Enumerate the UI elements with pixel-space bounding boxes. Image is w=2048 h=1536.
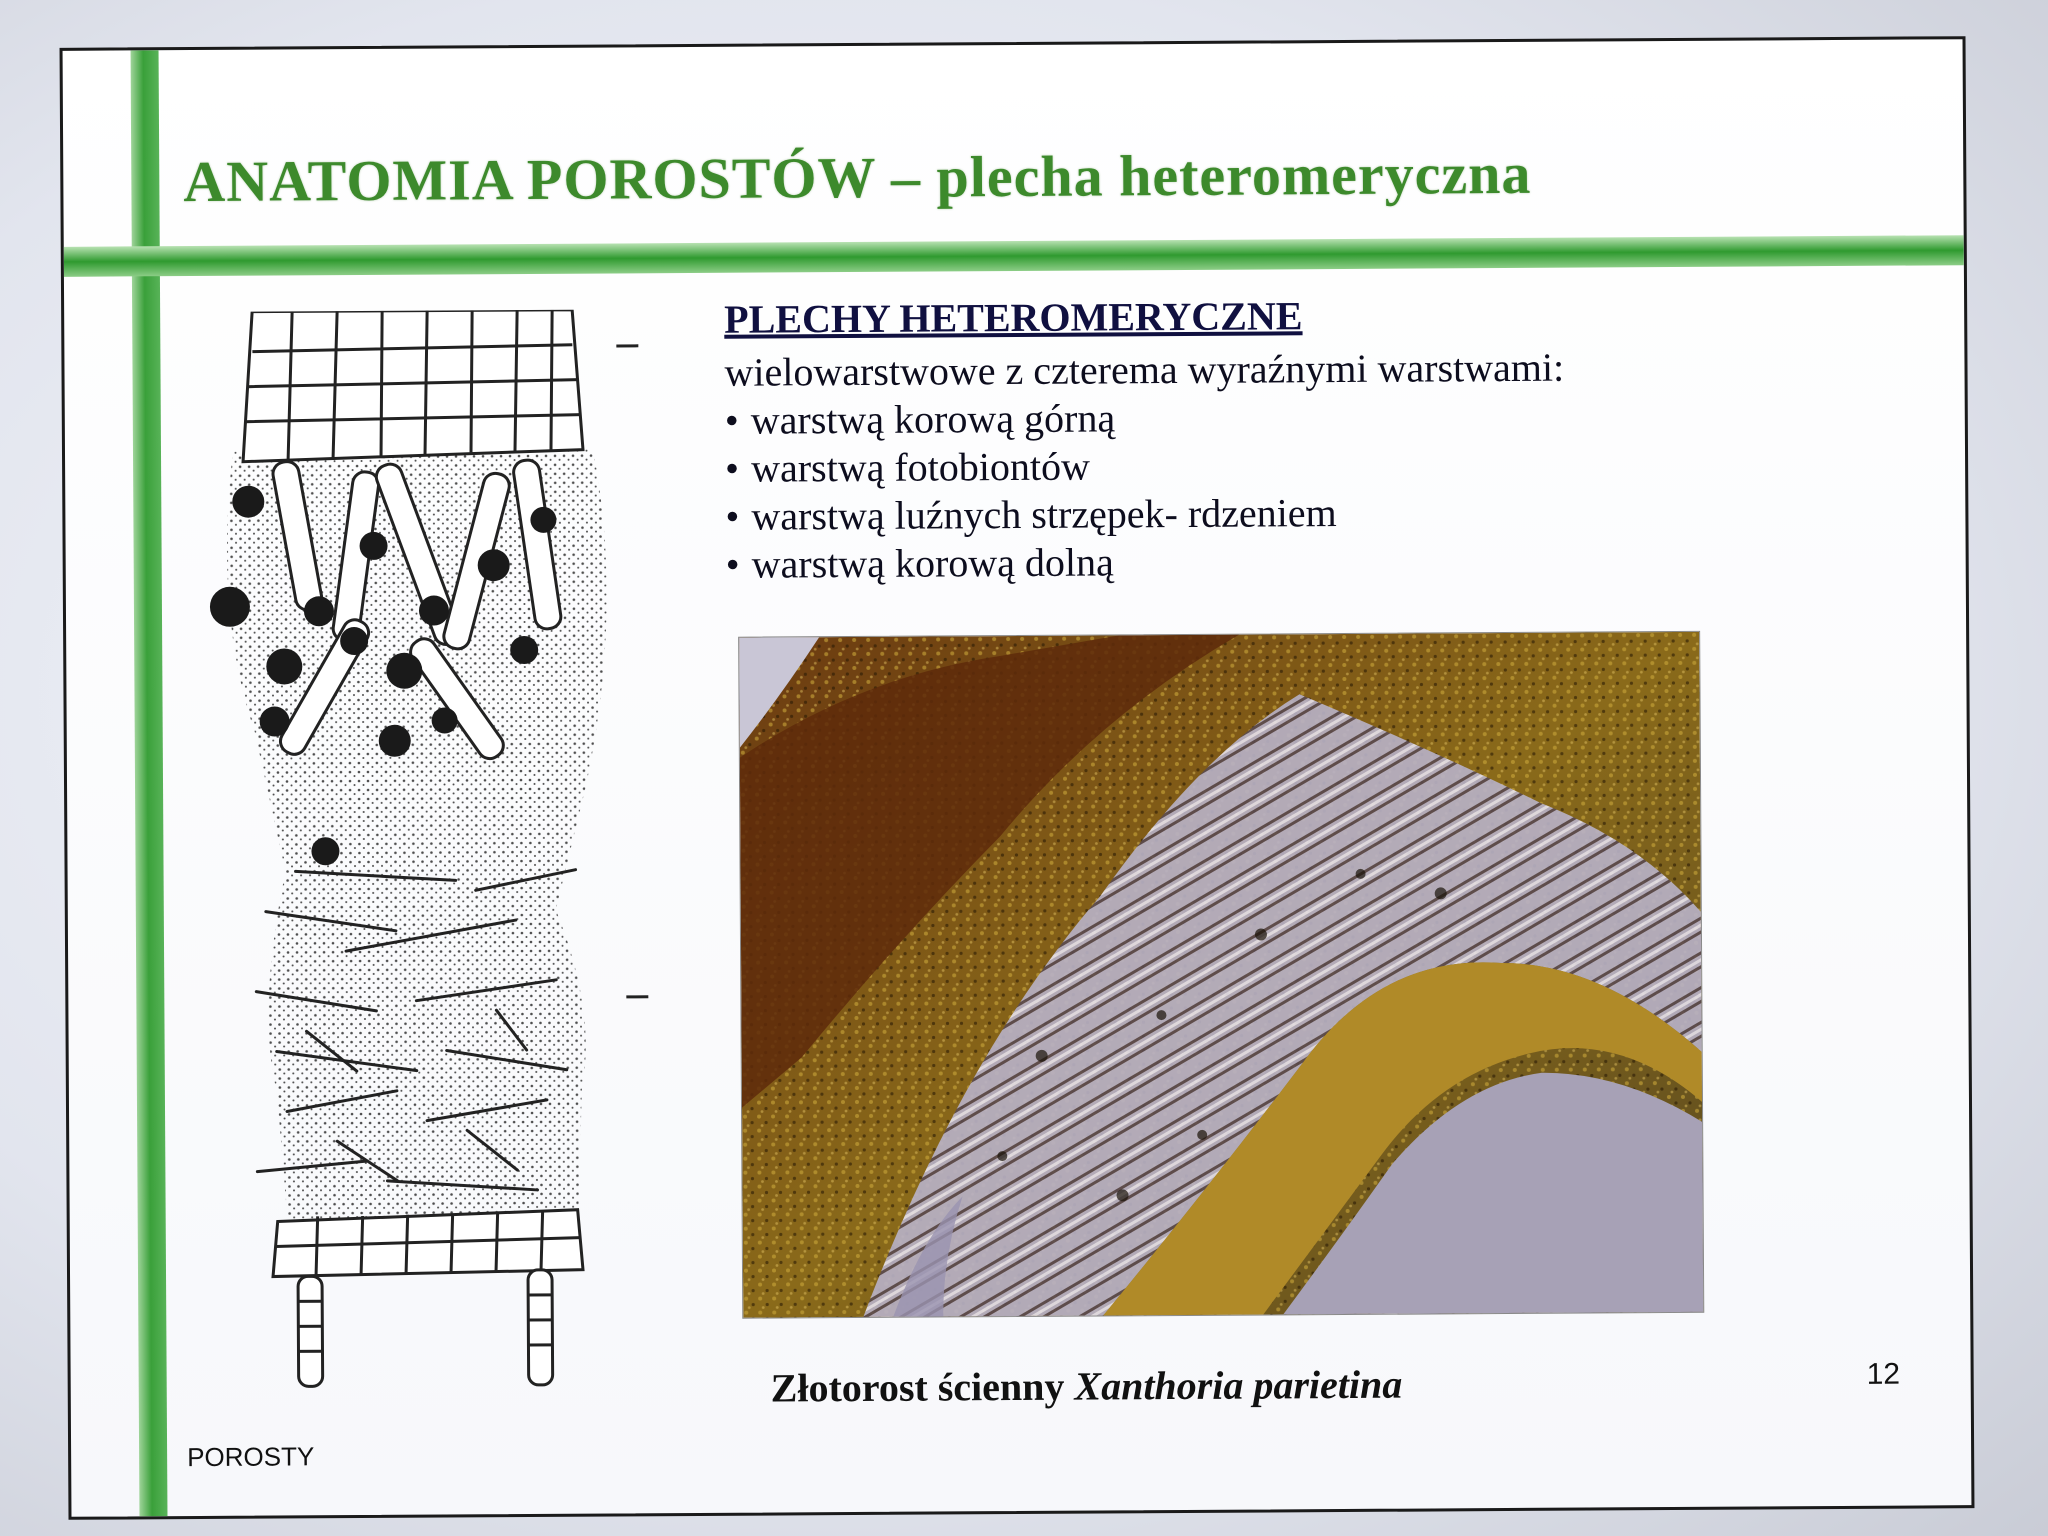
caption-latin-name: Xanthoria parietina: [1074, 1361, 1403, 1409]
bullet-text: warstwą luźnych strzępek- rdzeniem: [751, 490, 1337, 539]
slide: ANATOMIA POROSTÓW – plecha heteromeryczn…: [59, 36, 1975, 1520]
bullet-item: • warstwą fotobiontów: [725, 438, 1875, 493]
bullet-item: • warstwą korową górną: [725, 390, 1875, 445]
bullet-text: warstwą korową dolną: [751, 539, 1114, 587]
bullet-list: • warstwą korową górną • warstwą fotobiont…: [725, 390, 1876, 589]
intro-text: wielowarstwowe z czterema wyraźnymi wars…: [724, 344, 1565, 395]
caption-common-name: Złotorost ścienny: [770, 1363, 1065, 1411]
text-block: PLECHY HETEROMERYCZNE wielowarstwowe z c…: [724, 290, 1876, 589]
lichen-micrograph: [738, 630, 1705, 1319]
bullet-item: • warstwą korową dolną: [726, 534, 1876, 589]
subheading: PLECHY HETEROMERYCZNE: [724, 293, 1303, 342]
horizontal-green-bar: [63, 235, 1964, 277]
diagram-marker-middle: [626, 995, 649, 999]
bullet-glyph: •: [725, 541, 740, 587]
bullet-glyph: •: [725, 493, 740, 539]
bullet-glyph: •: [724, 445, 740, 491]
page-number: 12: [1866, 1357, 1901, 1391]
lichen-cross-section-drawing: [209, 309, 607, 1388]
diagram-marker-top: [616, 344, 639, 348]
bullet-glyph: •: [724, 397, 739, 443]
bullet-text: warstwą korową górną: [750, 395, 1116, 443]
photo-caption: Złotorost ścienny Xanthoria parietina: [771, 1361, 1403, 1412]
slide-title: ANATOMIA POROSTÓW – plecha heteromeryczn…: [183, 140, 1532, 215]
footer-label: POROSTY: [187, 1441, 315, 1473]
bullet-item: • warstwą luźnych strzępek- rdzeniem: [725, 486, 1875, 541]
bullet-text: warstwą fotobiontów: [750, 443, 1091, 491]
